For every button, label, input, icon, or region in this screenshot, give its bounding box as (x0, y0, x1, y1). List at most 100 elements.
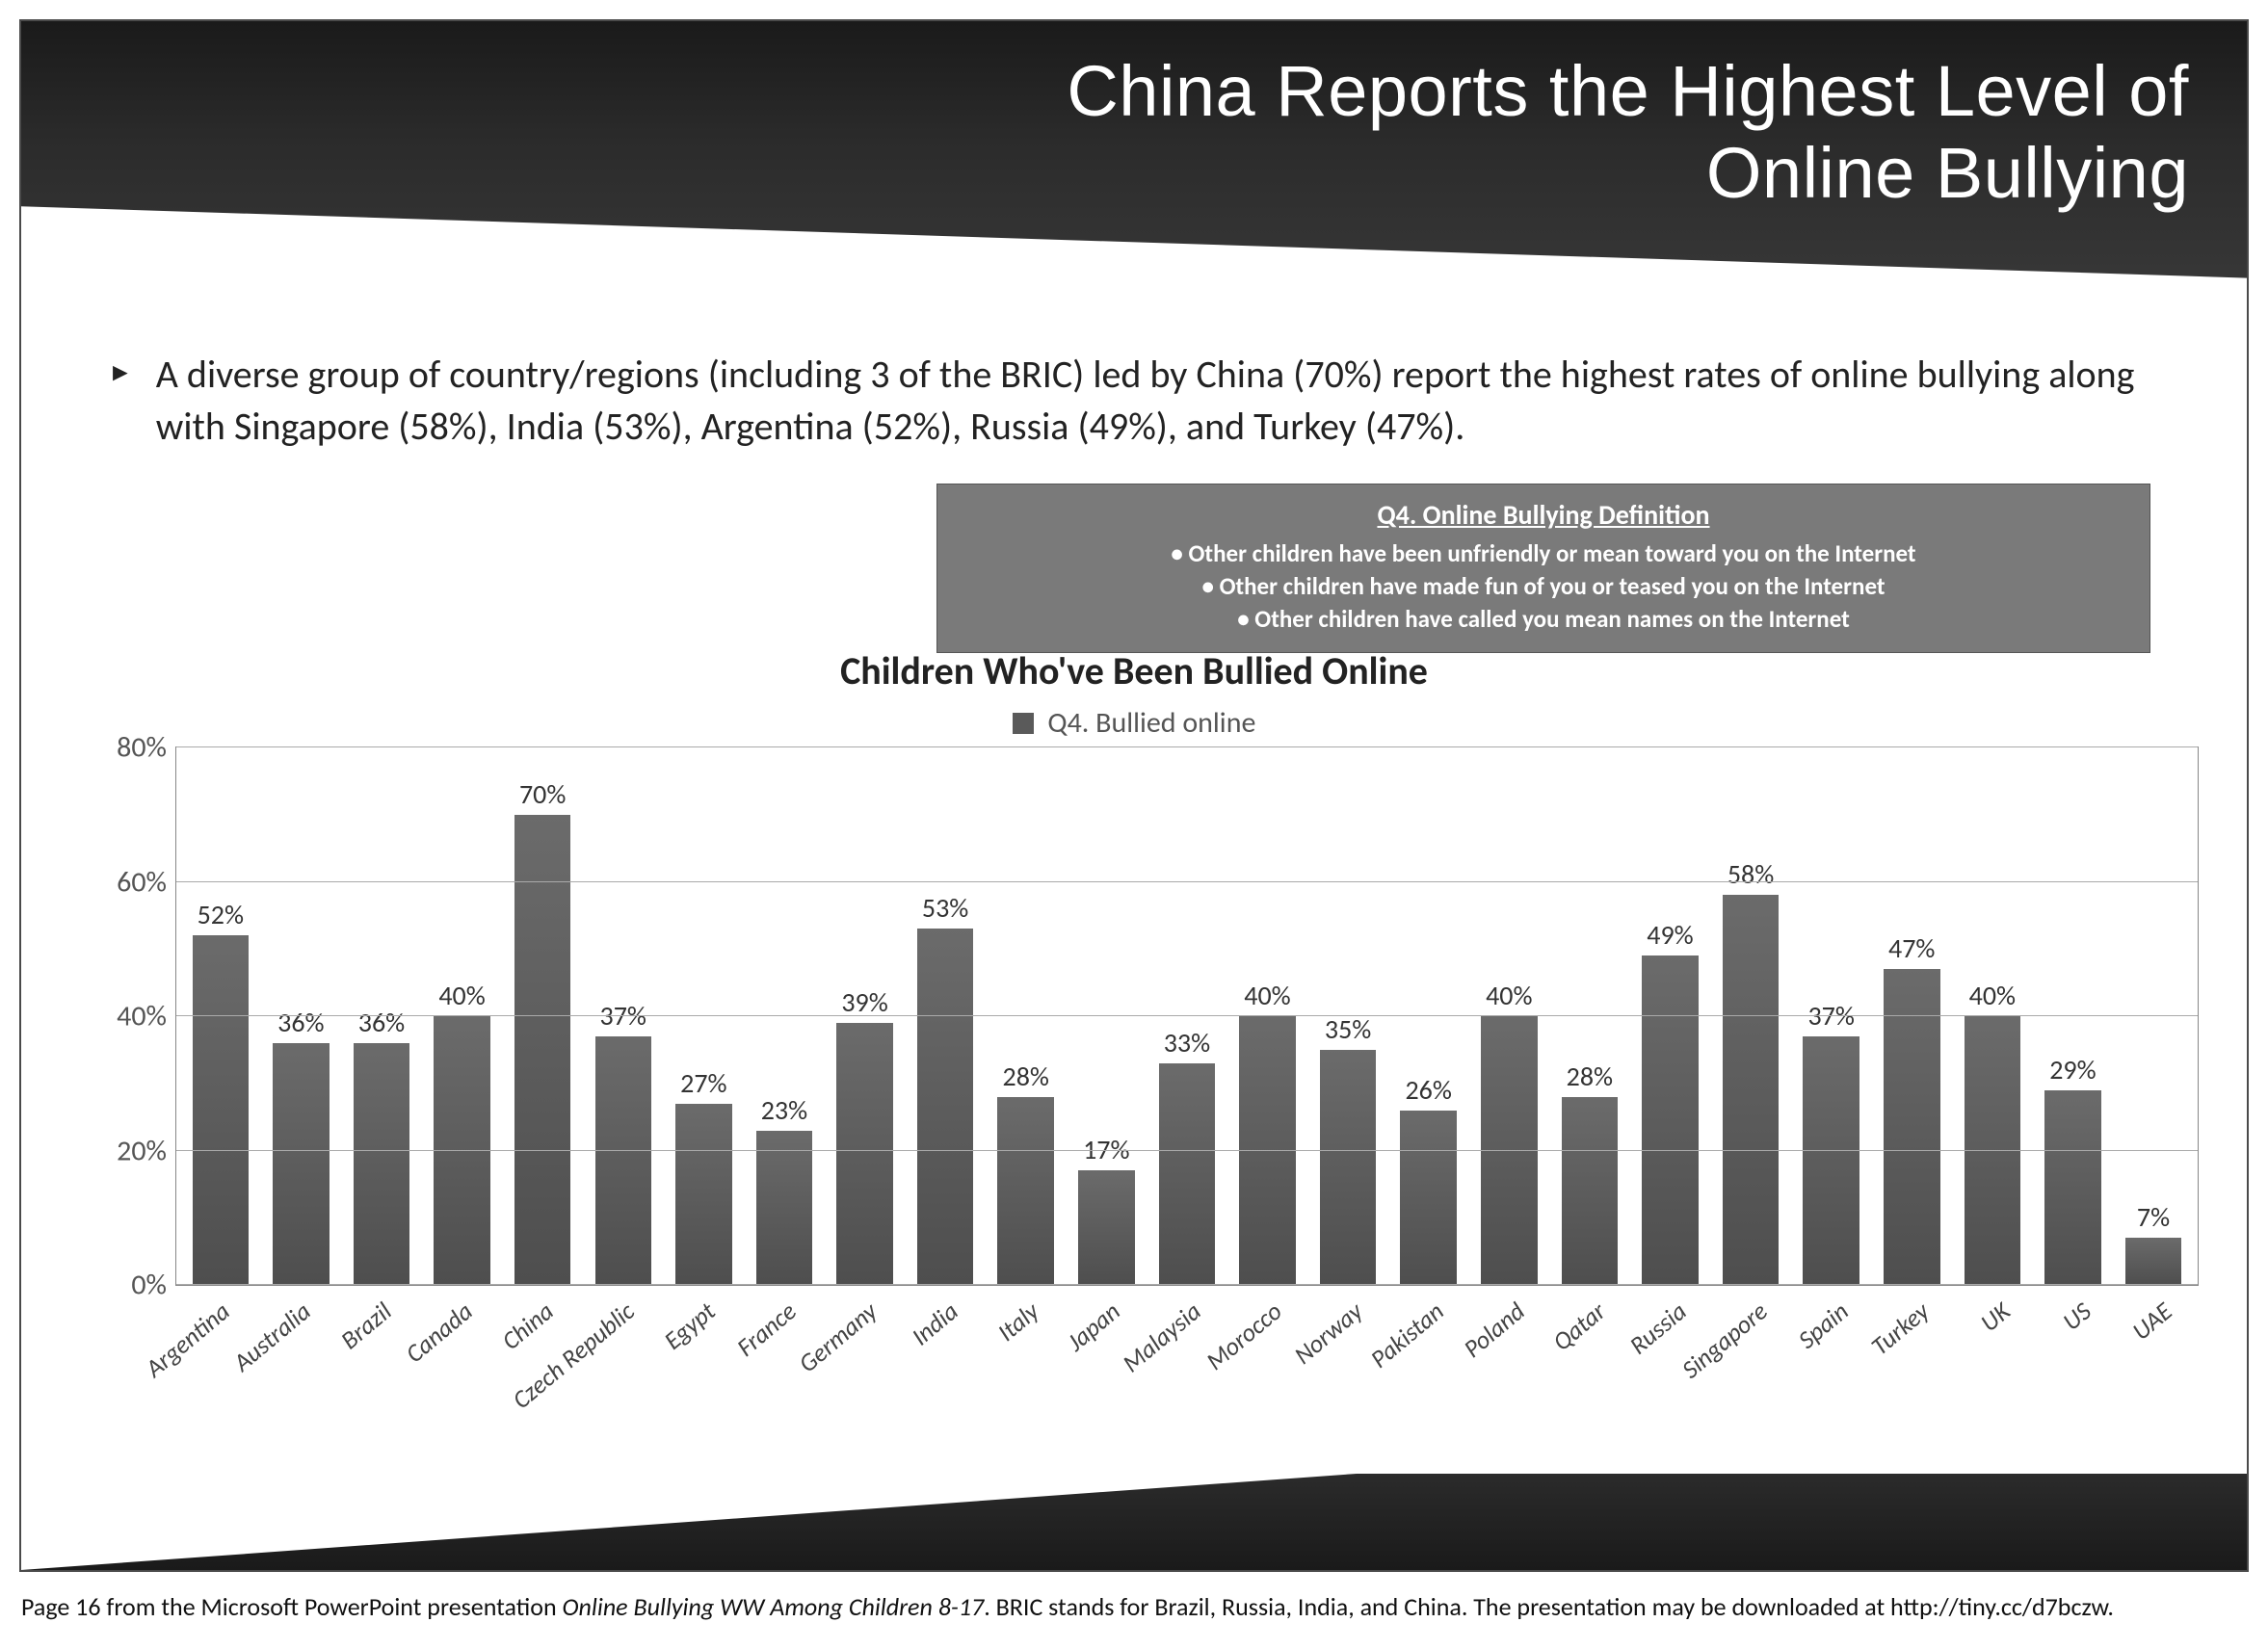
chart-bar: 37% (1803, 1036, 1859, 1285)
chart-bar-slot: 17% (1067, 747, 1147, 1285)
chart-bar-value-label: 36% (277, 1006, 324, 1039)
chart-bar-slot: 49% (1630, 747, 1711, 1285)
chart-x-label-slot: US (2037, 1286, 2118, 1421)
chart-bars: 52%36%36%40%70%37%27%23%39%53%28%17%33%4… (176, 747, 2198, 1285)
chart-bar-value-label: 52% (198, 898, 244, 931)
chart-bar-value-label: 58% (1727, 857, 1774, 891)
chart-x-tick-label: US (2056, 1296, 2097, 1337)
chart-bar-value-label: 29% (2049, 1053, 2096, 1086)
chart-x-label-slot: Italy (985, 1286, 1066, 1421)
definition-line: Other children have been unfriendly or m… (964, 537, 2123, 570)
chart-bar-value-label: 40% (1969, 979, 2016, 1012)
chart-y-tick-label: 80% (70, 730, 167, 766)
chart-x-tick-label: France (730, 1296, 802, 1363)
chart-bar-value-label: 7% (2137, 1200, 2170, 1234)
chart-bar-value-label: 28% (1003, 1060, 1049, 1093)
chart-bar-value-label: 28% (1567, 1060, 1613, 1093)
chart-x-label-slot: Canada (418, 1286, 499, 1421)
chart-bar: 40% (1965, 1016, 2021, 1285)
chart-x-label-slot: Turkey (1875, 1286, 1956, 1421)
chart-x-label-slot: Spain (1794, 1286, 1875, 1421)
chart-bar-value-label: 33% (1164, 1026, 1210, 1060)
definition-line: Other children have called you mean name… (964, 603, 2123, 636)
chart-x-label-slot: UK (1956, 1286, 2037, 1421)
chart-bar-slot: 7% (2113, 747, 2194, 1285)
chart-gridline (176, 1150, 2198, 1151)
chart-x-tick-label: UK (1974, 1296, 2017, 1338)
chart-bar-value-label: 26% (1405, 1073, 1451, 1107)
chart-bar-slot: 40% (1227, 747, 1308, 1285)
definition-box: Q4. Online Bullying Definition Other chi… (936, 484, 2150, 653)
chart-x-label-slot: India (904, 1286, 985, 1421)
chart-bar-slot: 37% (583, 747, 664, 1285)
chart-legend: Q4. Bullied online (60, 705, 2208, 741)
chart-bar: 40% (1239, 1016, 1296, 1285)
bullet-text: A diverse group of country/regions (incl… (156, 349, 2160, 453)
chart-x-labels: ArgentinaAustraliaBrazilCanadaChinaCzech… (175, 1286, 2199, 1421)
chart-bar-slot: 36% (341, 747, 422, 1285)
slide-footer-wedge (21, 1474, 2247, 1570)
chart-bar-slot: 53% (905, 747, 986, 1285)
caption-prefix: Page 16 from the Microsoft PowerPoint pr… (21, 1591, 563, 1622)
chart-bar-slot: 23% (744, 747, 825, 1285)
chart-bar: 36% (354, 1043, 410, 1285)
chart-x-tick-label: Italy (991, 1296, 1045, 1348)
chart-bar: 58% (1723, 895, 1780, 1285)
chart-x-tick-label: UAE (2125, 1296, 2177, 1347)
chart-x-tick-label: Argentina (139, 1296, 235, 1383)
chart-bar-slot: 37% (1791, 747, 1872, 1285)
chart-bar-slot: 40% (422, 747, 503, 1285)
chart-bar: 70% (514, 815, 571, 1285)
chart-bar-slot: 40% (1469, 747, 1550, 1285)
chart-x-tick-label: Turkey (1864, 1296, 1935, 1362)
chart-x-label-slot: Pakistan (1389, 1286, 1470, 1421)
chart-bar-value-label: 40% (1486, 979, 1532, 1012)
chart-bar: 28% (997, 1097, 1054, 1285)
chart-title: Children Who've Been Bullied Online (21, 647, 2247, 694)
chart-x-label-slot: Australia (256, 1286, 337, 1421)
chart-bar: 26% (1400, 1111, 1457, 1285)
chart-x-label-slot: UAE (2118, 1286, 2199, 1421)
chart-y-tick-label: 20% (70, 1133, 167, 1168)
chart-bar-value-label: 49% (1647, 918, 1693, 952)
chart-y-tick-label: 0% (70, 1268, 167, 1303)
chart-bar-slot: 29% (2033, 747, 2114, 1285)
chart-bar: 29% (2044, 1090, 2101, 1285)
chart-x-label-slot: Qatar (1551, 1286, 1632, 1421)
chart-gridline (176, 1284, 2198, 1285)
chart-bar-slot: 36% (261, 747, 342, 1285)
chart-bar-value-label: 40% (438, 979, 485, 1012)
chart-gridline (176, 881, 2198, 882)
definition-line: Other children have made fun of you or t… (964, 570, 2123, 603)
chart-x-label-slot: Germany (823, 1286, 904, 1421)
chart-x-tick-label: China (495, 1296, 559, 1356)
chart-bar: 27% (675, 1104, 732, 1285)
chart-bar-value-label: 39% (841, 985, 887, 1019)
chart-bar: 47% (1884, 969, 1940, 1285)
legend-swatch (1013, 713, 1034, 734)
chart-bar: 23% (756, 1131, 813, 1285)
bullet-row: ► A diverse group of country/regions (in… (108, 349, 2160, 453)
chart-gridline (176, 746, 2198, 747)
chart-bar-slot: 28% (1549, 747, 1630, 1285)
chart-bar-slot: 52% (180, 747, 261, 1285)
chart-bar-slot: 40% (1952, 747, 2033, 1285)
chart-y-tick-label: 40% (70, 999, 167, 1034)
chart-bar-value-label: 36% (358, 1006, 405, 1039)
chart-bar-slot: 28% (986, 747, 1067, 1285)
chart-bar: 49% (1642, 955, 1699, 1285)
chart-x-label-slot: Singapore (1713, 1286, 1794, 1421)
chart-bar: 40% (1481, 1016, 1538, 1285)
chart-bar: 39% (836, 1023, 893, 1285)
chart-bar-value-label: 35% (1325, 1012, 1371, 1046)
chart-bar-slot: 47% (1871, 747, 1952, 1285)
chart-x-tick-label: Japan (1061, 1296, 1126, 1357)
slide-header: China Reports the Highest Level of Onlin… (21, 21, 2247, 320)
title-line-1: China Reports the Highest Level of (1067, 51, 2189, 131)
caption-italic: Online Bullying WW Among Children 8-17 (563, 1591, 985, 1622)
chart-bar: 52% (193, 935, 250, 1285)
chart-bar: 40% (434, 1016, 490, 1285)
title-line-2: Online Bullying (1706, 133, 2189, 213)
legend-label: Q4. Bullied online (1047, 705, 1255, 741)
chart-x-tick-label: Egypt (658, 1296, 722, 1356)
